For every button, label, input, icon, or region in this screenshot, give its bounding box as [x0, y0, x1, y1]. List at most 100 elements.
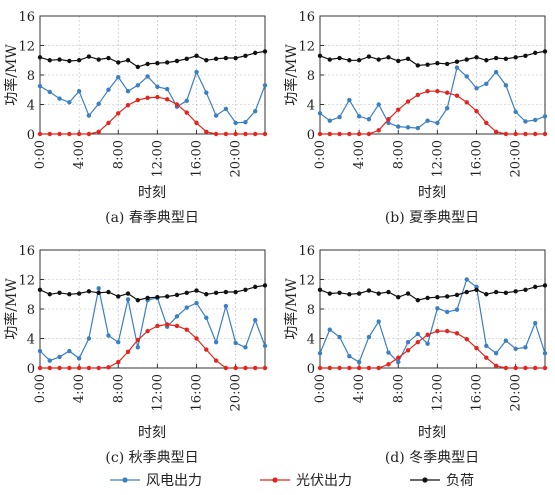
panel-b-frame — [319, 15, 546, 135]
panel-b-wind-point — [366, 117, 372, 122]
panel-a-pv-point — [184, 110, 189, 115]
panel-d-wind-point — [444, 309, 450, 315]
panel-d-load-point — [366, 288, 372, 293]
panel-d-xtick-label: 16:00 — [470, 374, 485, 411]
legend-pv: 光伏出力 — [260, 473, 352, 489]
panel-b-pv-point — [396, 107, 401, 112]
panel-c-ytick-label: 0 — [27, 362, 35, 377]
panel-b-wind-point — [523, 119, 528, 124]
panel-b-pv-point — [484, 120, 489, 126]
panel-d-load-point — [484, 292, 489, 297]
panel-a-load-point — [164, 60, 170, 65]
panel-b-ytick-label: 8 — [307, 69, 315, 84]
panel-c-ytick-label: 16 — [18, 244, 35, 259]
panel-d-wind-point — [396, 359, 401, 365]
panel-c-load-point — [37, 287, 43, 293]
panel-c-ytick-label: 8 — [27, 303, 35, 318]
panel-b-wind-point — [327, 118, 332, 123]
panel-a-load-point — [233, 55, 238, 61]
panel-b-wind-point — [405, 125, 411, 130]
panel-c-wind-point — [204, 315, 209, 321]
panel-d-wind-point — [523, 345, 528, 350]
panel-a-pv-point — [233, 131, 238, 137]
panel-d-load-point — [376, 291, 381, 296]
panel-c-pv-point — [262, 365, 268, 371]
panel-a-load-point — [145, 61, 150, 67]
panel-c-wind-point — [135, 345, 141, 350]
panel-a-load-point — [67, 58, 72, 64]
panel-c-wind-point — [194, 300, 199, 306]
panel-b-load-point — [376, 57, 381, 62]
panel-b-ytick-label: 16 — [298, 10, 315, 25]
panel-d-wind-point — [386, 350, 391, 355]
panel-b-load-point — [405, 56, 411, 61]
panel-c-pv-point — [125, 349, 131, 354]
panel-d-wind-point — [356, 359, 362, 365]
panel-b-pv-point — [366, 131, 372, 137]
panel-c-wind-point — [243, 345, 248, 350]
panel-b-pv-point — [415, 92, 421, 98]
panel-d-load-point — [435, 295, 440, 300]
panel-d-wind-point — [484, 343, 489, 349]
panel-a-wind-point — [135, 83, 141, 88]
panel-d-load-point — [356, 291, 362, 296]
panel-b-pv-point — [542, 131, 548, 137]
panel-a-pv-point — [67, 131, 72, 137]
panel-a-load-point — [243, 53, 248, 59]
panel-b-xtick-label: 0:00 — [313, 140, 328, 169]
panel-c-xtick-label: 8:00 — [111, 374, 126, 403]
panel-d-ylabel: 功率/MW — [283, 278, 300, 340]
panel-c-plot: 0 4 8 12 16 0:00 4:00 8:00 12:00 16:00 20:00 — [18, 244, 268, 411]
panel-d-wind-point — [435, 306, 440, 311]
panel-b-pv-point — [376, 128, 381, 133]
panel-c-pv-point — [116, 359, 121, 365]
panel-a-ytick-label: 0 — [27, 128, 35, 143]
legend: 风电出力 光伏出力 负荷 — [110, 473, 474, 489]
panel-d-pv-point — [366, 365, 372, 371]
panel-b-wind-point — [386, 120, 391, 126]
panel-b-load-point — [454, 59, 460, 64]
panel-c-ylabel: 功率/MW — [3, 278, 20, 340]
panel-a-xtick-label: 8:00 — [111, 140, 126, 169]
legend-load-label: 负荷 — [446, 473, 474, 489]
panel-c-pv-point — [223, 365, 229, 371]
panel-d-wind-point — [503, 338, 509, 343]
legend-load: 负荷 — [410, 473, 474, 489]
panel-a-xtick-label: 0:00 — [33, 140, 48, 169]
panel-a-title: (a) 春季典型日 — [105, 210, 199, 226]
panel-b-xtick-label: 12:00 — [430, 140, 445, 177]
panel-c-load-point — [47, 292, 52, 297]
panel-c-xtick-label: 16:00 — [190, 374, 205, 411]
panel-a-wind-point — [96, 101, 101, 106]
panel-b-xtick-label: 16:00 — [470, 140, 485, 177]
panel-b-pv-point — [347, 131, 352, 137]
panel-d-ytick-label: 4 — [307, 333, 315, 348]
panel-d-load-point — [533, 284, 538, 290]
legend-wind-marker — [122, 477, 128, 483]
panel-d-wind-point — [533, 320, 538, 326]
panel-b-load-point — [444, 61, 450, 67]
panel-a-pv-point — [204, 129, 209, 134]
panel-b-load-point — [386, 55, 391, 60]
panel-b-load-point — [337, 55, 342, 61]
panel-a-wind-point — [204, 90, 209, 95]
panel-c-wind-point — [57, 354, 62, 360]
panel-a-load-point — [184, 56, 189, 61]
panel-d-pv-point — [376, 365, 381, 371]
panel-b-load-point — [327, 57, 332, 62]
panel-c-load-point — [86, 289, 92, 294]
panel-b-pv-point — [405, 99, 411, 104]
panel-a-pv-point — [116, 111, 121, 116]
panel-c-pv-point — [37, 365, 43, 371]
panel-d-pv-point — [503, 365, 509, 371]
legend-pv-marker — [272, 477, 278, 483]
panel-a-plot: 0 4 8 12 16 0:00 4:00 8:00 12:00 16:00 20:00 — [18, 10, 268, 177]
panel-c-load-point — [233, 289, 238, 295]
panel-d-xtick-label: 4:00 — [352, 374, 367, 403]
panel-c-load-point — [135, 297, 141, 303]
panel-a-pv-point — [57, 131, 62, 137]
panel-a-load-point — [57, 57, 62, 62]
panel-c-xtick-label: 20:00 — [229, 374, 244, 411]
panel-c-pv-point — [155, 323, 160, 329]
panel-b-pv-point — [317, 131, 323, 137]
